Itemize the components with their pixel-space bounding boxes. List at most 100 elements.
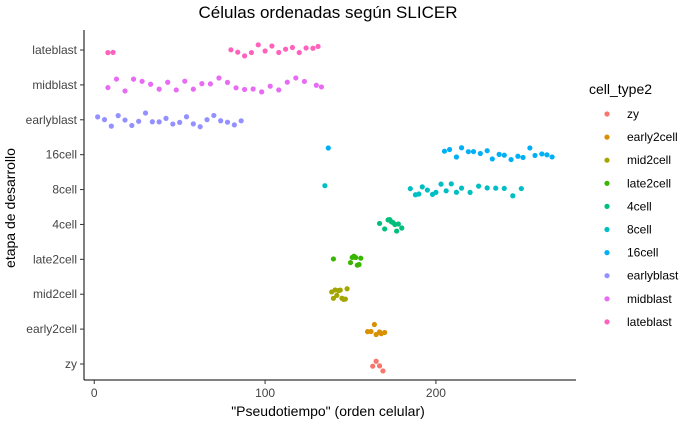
point-16cell <box>508 156 514 163</box>
point-midblast <box>199 81 205 87</box>
point-zy <box>376 363 383 369</box>
point-earlyblast <box>224 119 231 125</box>
point-16cell <box>465 149 471 155</box>
point-earlyblast <box>218 118 224 124</box>
point-earlyblast <box>170 121 176 127</box>
point-midblast <box>122 88 128 94</box>
point-earlyblast <box>183 114 190 120</box>
point-earlyblast <box>122 117 128 123</box>
point-late2cell <box>330 256 337 262</box>
point-earlyblast <box>129 122 135 129</box>
legend-key-earlyblast <box>604 273 610 279</box>
legend-key-zy <box>604 111 610 117</box>
point-midblast <box>139 78 145 84</box>
point-4cell <box>395 221 401 227</box>
legend-label-late2cell: late2cell <box>627 176 671 190</box>
point-8cell <box>476 183 482 189</box>
point-8cell <box>419 184 425 190</box>
y-tick-label-zy: zy <box>65 357 77 371</box>
x-tick-label-0: 0 <box>91 386 98 400</box>
point-midblast <box>105 84 111 91</box>
point-lateblast <box>255 42 261 48</box>
legend-label-8cell: 8cell <box>627 223 652 237</box>
point-lateblast <box>110 49 116 56</box>
point-midblast <box>165 79 171 85</box>
x-tick-label-200: 200 <box>426 386 446 400</box>
point-8cell <box>510 193 516 199</box>
point-8cell <box>438 181 444 187</box>
y-tick-label-midblast: midblast <box>32 78 77 92</box>
point-zy <box>380 368 386 374</box>
point-late2cell <box>356 261 362 268</box>
legend-key-midblast <box>604 296 610 302</box>
point-midblast <box>216 75 222 81</box>
legend-title: cell_type2 <box>589 81 652 97</box>
x-axis-title: "Pseudotiempo" (orden celular) <box>231 403 425 419</box>
point-mid2cell <box>334 292 340 298</box>
point-earlyblast <box>156 119 162 125</box>
y-tick-label-earlyblast: earlyblast <box>26 113 78 127</box>
y-tick-label-8cell: 8cell <box>52 183 77 197</box>
point-mid2cell <box>337 287 343 293</box>
point-8cell <box>453 189 460 195</box>
y-tick-label-mid2cell: mid2cell <box>33 287 77 301</box>
point-earlyblast <box>211 112 217 119</box>
point-lateblast <box>248 49 255 56</box>
legend-key-mid2cell <box>604 157 610 163</box>
point-lateblast <box>315 43 321 50</box>
point-4cell <box>399 225 405 231</box>
point-lateblast <box>269 43 275 49</box>
point-earlyblast <box>136 118 142 124</box>
point-midblast <box>276 87 282 93</box>
point-zy <box>373 358 379 364</box>
point-early2cell <box>382 329 388 336</box>
point-16cell <box>441 148 448 154</box>
legend-label-4cell: 4cell <box>627 199 652 213</box>
point-8cell <box>501 185 507 192</box>
point-4cell <box>394 228 400 234</box>
y-axis: zy early2cell mid2cell late2cell 4cell 8cell 1… <box>26 30 85 380</box>
point-early2cell <box>371 321 378 328</box>
point-earlyblast <box>204 117 210 123</box>
point-lateblast <box>262 48 268 54</box>
point-earlyblast <box>95 114 101 120</box>
point-earlyblast <box>231 122 237 128</box>
point-4cell <box>376 220 383 227</box>
legend-label-earlyblast: earlyblast <box>627 269 679 283</box>
point-8cell <box>493 185 499 191</box>
point-16cell <box>549 154 555 160</box>
point-16cell <box>489 156 495 162</box>
point-mid2cell <box>344 286 350 292</box>
y-tick-label-lateblast: lateblast <box>32 43 77 57</box>
point-late2cell <box>347 259 354 266</box>
point-lateblast <box>235 49 241 55</box>
point-4cell <box>382 226 388 232</box>
point-mid2cell <box>342 296 348 302</box>
point-earlyblast <box>197 124 203 130</box>
point-lateblast <box>289 44 296 51</box>
legend-key-16cell <box>604 250 610 256</box>
legend-label-midblast: midblast <box>627 292 672 306</box>
point-8cell <box>448 181 454 187</box>
point-midblast <box>267 83 273 89</box>
legend-key-lateblast <box>604 319 610 325</box>
legend-label-lateblast: lateblast <box>627 315 672 329</box>
point-midblast <box>190 86 196 92</box>
point-16cell <box>446 146 453 153</box>
point-16cell <box>501 152 507 158</box>
point-lateblast <box>276 49 282 56</box>
y-tick-label-early2cell: early2cell <box>26 322 77 336</box>
point-lateblast <box>241 53 248 59</box>
point-lateblast <box>228 47 234 53</box>
point-8cell <box>484 185 490 191</box>
point-earlyblast <box>149 119 155 125</box>
point-16cell <box>532 152 538 159</box>
point-16cell <box>458 145 465 151</box>
point-lateblast <box>105 49 111 56</box>
legend-label-zy: zy <box>627 107 639 121</box>
point-8cell <box>322 183 328 189</box>
legend-key-4cell <box>604 203 610 209</box>
point-lateblast <box>310 45 316 51</box>
point-8cell <box>433 189 439 195</box>
